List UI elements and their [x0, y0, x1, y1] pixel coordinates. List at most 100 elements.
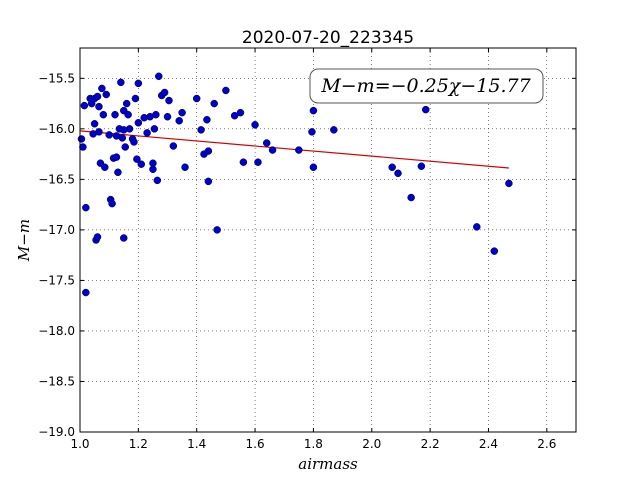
data-point: [122, 99, 131, 108]
annotation-box: [309, 68, 544, 104]
data-point: [98, 84, 106, 93]
data-point: [118, 134, 127, 142]
data-point: [251, 121, 259, 129]
data-point: [262, 139, 271, 147]
fit-annotation: M−m=−0.25χ−15.77: [309, 68, 544, 104]
x-tick-label: 1.8: [304, 437, 323, 451]
data-point: [117, 78, 125, 87]
data-point: [120, 234, 128, 242]
data-point: [203, 115, 211, 124]
data-point: [192, 94, 201, 103]
data-point: [134, 119, 143, 127]
data-point: [90, 120, 99, 128]
data-point: [134, 79, 143, 88]
data-point: [108, 199, 116, 208]
data-point: [505, 179, 513, 188]
data-point: [93, 92, 102, 101]
data-point: [309, 106, 318, 115]
data-point: [133, 155, 141, 163]
y-tick-label: −16.5: [38, 172, 75, 186]
x-axis-label: airmass: [298, 455, 358, 473]
fit-line-group: [79, 130, 509, 169]
data-point: [114, 168, 122, 177]
data-point: [175, 117, 183, 125]
data-point: [204, 147, 213, 155]
y-tick-label: −18.0: [38, 324, 75, 338]
data-point: [254, 158, 262, 166]
data-point: [181, 163, 189, 171]
data-point: [95, 102, 103, 111]
data-point: [473, 223, 481, 231]
points-group: [77, 72, 513, 297]
y-tick-label: −15.5: [38, 71, 75, 85]
y-tick-label: −17.0: [38, 223, 75, 237]
data-point: [121, 143, 129, 151]
data-point: [150, 125, 159, 133]
data-point: [80, 101, 89, 110]
y-axis-label: M−m: [15, 219, 33, 262]
data-point: [169, 142, 178, 150]
data-point: [131, 94, 140, 103]
data-point: [213, 226, 221, 234]
data-point: [95, 128, 103, 136]
data-point: [102, 90, 111, 99]
data-point: [160, 88, 169, 97]
y-tick-label: −17.5: [38, 273, 75, 287]
data-point: [82, 203, 90, 212]
data-point: [82, 288, 90, 297]
x-ticks: 1.0 1.2 1.4 1.6 1.8 2.0 2.2 2.4 2.6: [70, 48, 556, 451]
y-tick-label: −18.5: [38, 374, 75, 388]
data-point: [112, 153, 121, 161]
x-tick-label: 2.0: [362, 437, 381, 451]
plot-frame: [79, 47, 577, 433]
data-point: [394, 169, 402, 178]
data-point: [308, 128, 316, 136]
data-point: [93, 233, 102, 241]
data-point: [230, 111, 239, 120]
x-tick-label: 2.2: [421, 437, 440, 451]
data-point: [309, 163, 318, 171]
data-point: [165, 96, 173, 105]
data-point: [105, 131, 113, 139]
data-point: [130, 138, 138, 146]
data-point: [79, 143, 87, 151]
data-point: [236, 108, 245, 117]
data-point: [421, 105, 430, 114]
data-point: [417, 162, 426, 170]
data-point: [388, 163, 396, 171]
data-point: [163, 112, 172, 121]
annotation-text: M−m=−0.25χ−15.77: [320, 75, 531, 97]
data-point: [204, 177, 213, 186]
data-point: [77, 135, 86, 143]
x-tick-label: 2.6: [537, 437, 556, 451]
data-point: [153, 176, 162, 185]
x-tick-label: 1.4: [187, 437, 206, 451]
y-ticks: −15.5 −16.0 −16.5 −17.0 −17.5 −18.0 −18.5 −19.0: [38, 71, 576, 439]
x-tick-label: 1.2: [129, 437, 148, 451]
data-point: [124, 110, 132, 119]
data-point: [295, 146, 303, 154]
data-point: [143, 129, 151, 137]
fit-line: [79, 130, 509, 169]
data-point: [268, 146, 277, 154]
data-point: [490, 247, 499, 255]
x-tick-label: 1.0: [70, 437, 89, 451]
data-point: [125, 125, 134, 133]
data-point: [407, 193, 415, 202]
data-point: [222, 86, 230, 95]
data-point: [210, 99, 218, 108]
data-point: [155, 72, 163, 81]
data-point: [330, 126, 338, 134]
data-point: [239, 158, 248, 166]
data-point: [99, 110, 108, 119]
y-tick-label: −19.0: [38, 425, 75, 439]
data-point: [178, 108, 186, 117]
x-tick-label: 1.6: [246, 437, 265, 451]
data-point: [149, 165, 157, 174]
y-tick-label: −16.0: [38, 122, 75, 136]
grid: [79, 48, 576, 433]
data-point: [197, 126, 205, 134]
data-point: [152, 110, 160, 119]
chart-title: 2020-07-20_223345: [242, 28, 414, 48]
